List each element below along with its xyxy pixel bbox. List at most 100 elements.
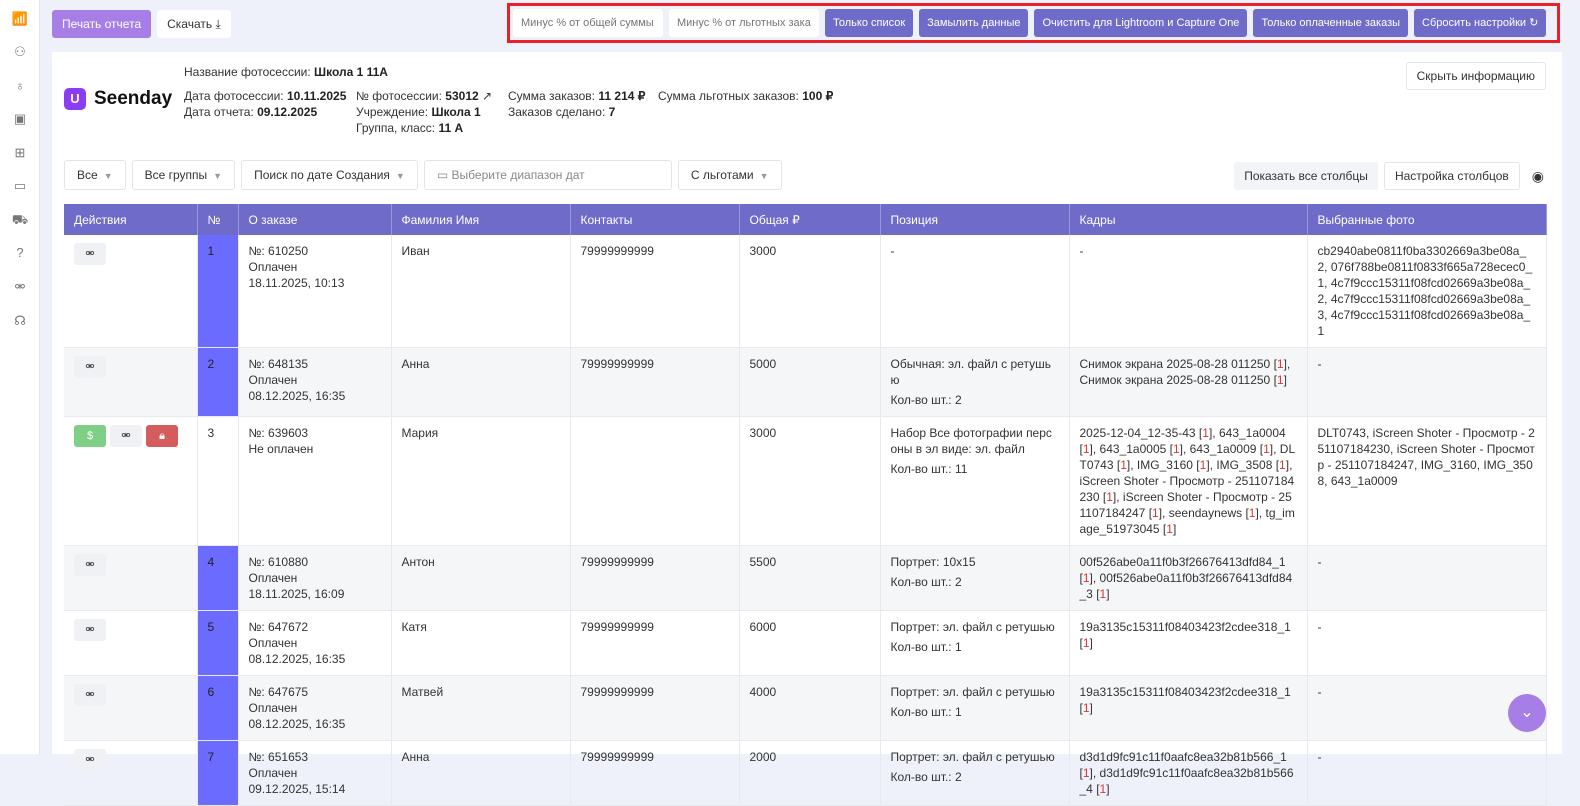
orders-table: Действия № О заказе Фамилия Имя Контакты Обща…: [64, 204, 1547, 806]
column-header[interactable]: Выбранные фото: [1307, 204, 1547, 235]
column-header[interactable]: О заказе: [238, 204, 392, 235]
benefits-select[interactable]: С льготами ▼: [677, 160, 782, 190]
handshake-button[interactable]: ⚮: [74, 619, 106, 641]
clean-lightroom-button[interactable]: Очистить для Lightroom и Capture One: [1034, 9, 1248, 37]
label: Все группы: [144, 168, 208, 182]
column-header[interactable]: Позиция: [880, 204, 1070, 235]
order-date: 08.12.2025, 16:35: [248, 717, 346, 731]
column-header[interactable]: Общая ₽: [739, 204, 881, 235]
position-name: -: [890, 244, 895, 258]
order-date: 18.11.2025, 10:13: [248, 276, 345, 290]
column-header[interactable]: Контакты: [570, 204, 740, 235]
column-settings-button[interactable]: Настройка столбцов: [1383, 162, 1520, 190]
frame-qty: 1: [1152, 506, 1159, 520]
position-cell: -: [880, 235, 1070, 348]
position-cell: Портрет: 10x15 Кол-во шт.: 2: [880, 545, 1070, 611]
handshake-button[interactable]: ⚮: [74, 684, 106, 706]
hide-info-button[interactable]: Скрыть информацию: [1405, 62, 1546, 90]
handshake-icon[interactable]: ⚮: [14, 279, 26, 294]
actions-cell: ⚮: [64, 235, 198, 348]
column-header[interactable]: Фамилия Имя: [391, 204, 571, 235]
scroll-down-button[interactable]: ⌄: [1508, 694, 1546, 732]
print-report-button[interactable]: Печать отчета: [52, 10, 152, 38]
camera-icon[interactable]: ▣: [13, 111, 27, 126]
label: № фотосессии:: [356, 89, 442, 103]
selected-photos: DLT0743, iScreen Shoter - Просмотр - 251…: [1307, 416, 1547, 546]
handshake-icon: ⚮: [85, 624, 95, 636]
column-header[interactable]: №: [197, 204, 239, 235]
chart-icon[interactable]: 📶: [11, 11, 29, 26]
eye-off-icon[interactable]: ◉: [1531, 167, 1544, 184]
frame-qty: 1: [1082, 701, 1090, 715]
order-status: Оплачен: [248, 571, 298, 585]
chevron-down-icon: ⌄: [1520, 704, 1534, 721]
show-all-columns-button[interactable]: Показать все столбцы: [1234, 162, 1378, 190]
handshake-icon: ⚮: [85, 248, 95, 260]
table-row: ⚮ 7 №: 651653 Оплачен 09.12.2025, 15:14 Анна 7…: [64, 740, 1547, 806]
handshake-button[interactable]: ⚮: [110, 425, 142, 447]
handshake-button[interactable]: ⚮: [74, 243, 106, 265]
frame-qty: 1: [1099, 782, 1107, 796]
date-search-select[interactable]: Поиск по дате Создания ▼: [241, 160, 418, 190]
frame-qty: 1: [1279, 458, 1286, 472]
only-list-button[interactable]: Только список: [825, 9, 914, 37]
lock-icon: 🔒︎: [159, 430, 165, 442]
actions-cell: ⚮: [64, 545, 198, 611]
qty-label: Кол-во шт.:: [890, 462, 952, 476]
label: Поиск по дате Создания: [254, 168, 390, 182]
status-select[interactable]: Все ▼: [64, 160, 126, 190]
frames-cell: -: [1069, 235, 1308, 348]
row-number: 7: [197, 740, 239, 806]
order-date: 08.12.2025, 16:35: [248, 389, 346, 403]
table-row: ⚮ 6 №: 647675 Оплачен 08.12.2025, 16:35 Матве…: [64, 675, 1547, 741]
frame-qty: 1: [1199, 458, 1207, 472]
qty-label: Кол-во шт.:: [890, 705, 952, 719]
frames-cell: 19a3135c15311f08403423f2cdee318_1 [1]: [1069, 675, 1308, 741]
value: 11 214 ₽: [598, 89, 646, 103]
frame-qty: 1: [1106, 490, 1113, 504]
benefit-summary: Сумма льготных заказов: 100 ₽: [658, 88, 833, 104]
label: Название фотосессии:: [184, 65, 311, 79]
handshake-button[interactable]: ⚮: [74, 554, 106, 576]
reset-settings-button[interactable]: Сбросить настройки ↻: [1414, 9, 1547, 37]
value: 09.12.2025: [257, 105, 318, 119]
hierarchy-icon[interactable]: ⊞: [14, 145, 26, 160]
table-row: ⚮ 2 №: 648135 Оплачен 08.12.2025, 16:35 Анна 7…: [64, 347, 1547, 417]
users-icon[interactable]: ⚇: [14, 44, 26, 59]
order-summary: Сумма заказов: 11 214 ₽ Заказов сделано:…: [508, 88, 645, 120]
date-range-input[interactable]: ▭ Выберите диапазон дат: [423, 160, 672, 190]
storage-icon[interactable]: ▭: [13, 178, 27, 193]
groups-select[interactable]: Все группы ▼: [131, 160, 236, 190]
blur-data-button[interactable]: Замылить данные: [919, 9, 1029, 37]
order-info-cell: №: 647675 Оплачен 08.12.2025, 16:35: [238, 675, 392, 741]
money-bag-icon: $: [86, 430, 94, 442]
label: Заказов сделано:: [508, 105, 606, 119]
minus-benefit-percent-input[interactable]: [669, 9, 819, 37]
order-order-no: №: 648135: [248, 357, 309, 371]
session-dates: Дата фотосессии: 10.11.2025 Дата отчета:…: [184, 88, 346, 120]
column-header[interactable]: Действия: [64, 204, 198, 235]
money-bag-button[interactable]: $: [74, 425, 106, 447]
lock-button[interactable]: 🔒︎: [146, 425, 178, 447]
piggy-bank-icon[interactable]: ♁: [15, 78, 25, 93]
frame-qty: 1: [1099, 587, 1107, 601]
download-button[interactable]: Скачать ⤓: [157, 10, 231, 38]
cart-icon[interactable]: ⛟: [11, 212, 29, 227]
qty-value: 2: [954, 770, 962, 784]
session-name: Название фотосессии: Школа 1 11А: [184, 64, 388, 80]
value: 11 А: [438, 121, 464, 135]
only-paid-button[interactable]: Только оплаченные заказы: [1253, 9, 1409, 37]
support-icon[interactable]: ☊: [14, 313, 26, 328]
order-status: Оплачен: [248, 636, 298, 650]
minus-total-percent-input[interactable]: [513, 9, 663, 37]
frame-name: iScreen Shoter - Просмотр - 251107184230: [1079, 474, 1295, 504]
help-icon[interactable]: ?: [16, 245, 24, 260]
external-link-icon[interactable]: ↗: [482, 89, 493, 103]
handshake-button[interactable]: ⚮: [74, 356, 106, 378]
actions-cell: ⚮: [64, 610, 198, 676]
order-total: 4000: [739, 675, 881, 741]
handshake-button[interactable]: ⚮: [74, 749, 106, 771]
value: 100 ₽: [802, 89, 834, 103]
column-header[interactable]: Кадры: [1069, 204, 1308, 235]
frame-qty: 1: [1248, 506, 1256, 520]
